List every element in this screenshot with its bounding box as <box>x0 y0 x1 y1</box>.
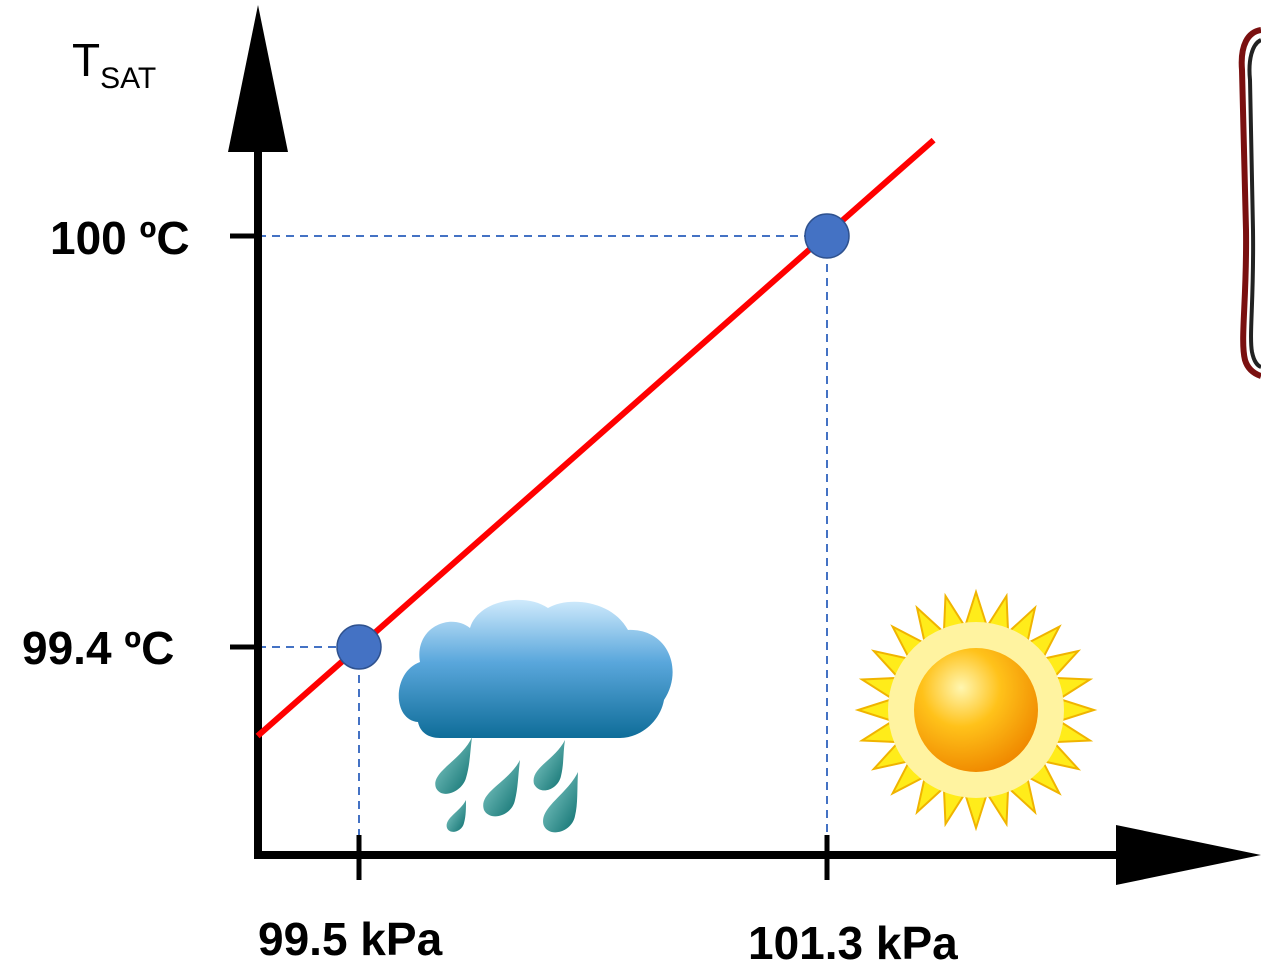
x-tick-label-101-3: 101.3 kPa <box>748 917 958 967</box>
points-layer <box>336 213 850 670</box>
y-tick-label-99-4: 99.4 ºC <box>22 622 174 674</box>
x-tick-label-99-5: 99.5 kPa <box>258 913 443 965</box>
guide-lines <box>258 235 828 855</box>
y-axis-title-sub: SAT <box>100 62 156 95</box>
data-point-0 <box>336 624 382 670</box>
x-axis-arrow <box>1116 825 1261 885</box>
tick-marks <box>230 233 830 880</box>
y-axis-arrow <box>228 5 288 152</box>
y-tick-label-100: 100 ºC <box>50 212 190 264</box>
data-point-1 <box>804 213 850 259</box>
sun-icon <box>854 588 1098 832</box>
rain-cloud-icon <box>398 599 673 833</box>
y-axis-title-main: T <box>72 34 100 86</box>
y-axis-title: TSAT <box>72 34 156 95</box>
side-frame-decoration <box>1238 27 1261 379</box>
